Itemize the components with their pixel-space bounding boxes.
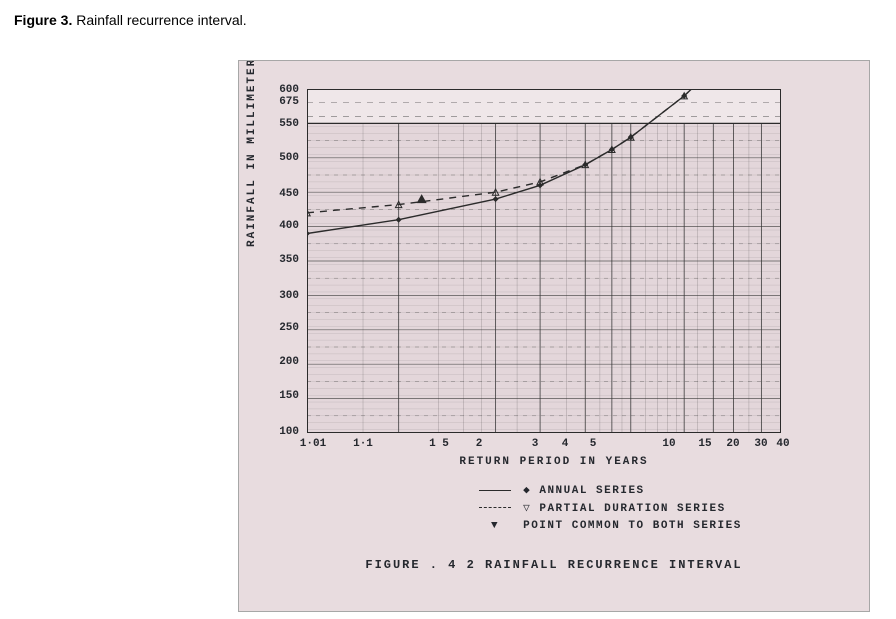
y-tick-550: 550: [259, 119, 299, 130]
x-tick-4: 4: [562, 439, 569, 450]
x-tick-10: 10: [662, 439, 675, 450]
plot-frame: [307, 89, 781, 433]
x-tick-1-1: 1·1: [353, 439, 373, 450]
y-axis-title: RAINFALL IN MILLIMETER: [247, 60, 258, 247]
legend-annual-label: ANNUAL SERIES: [539, 485, 644, 497]
plot-area: [307, 89, 781, 433]
figure-internal-label: FIGURE . 4 2 RAINFALL RECURRENCE INTERVA…: [239, 557, 869, 574]
x-tick-3: 3: [532, 439, 539, 450]
y-tick-200: 200: [259, 357, 299, 368]
figure-caption-label: Figure 3.: [14, 12, 72, 28]
legend-common: ▼ POINT COMMON TO BOTH SERIES: [475, 518, 742, 536]
x-tick-30: 30: [754, 439, 767, 450]
chart-container: RAINFALL IN MILLIMETER 600 675 550 500 4…: [238, 60, 870, 612]
y-tick-675: 675: [259, 97, 299, 108]
legend-dash-line-icon: [475, 501, 515, 519]
y-tick-150: 150: [259, 391, 299, 402]
y-tick-500: 500: [259, 153, 299, 164]
legend-partial: ▽ PARTIAL DURATION SERIES: [475, 501, 742, 519]
x-tick-20: 20: [726, 439, 739, 450]
x-tick-5: 5: [590, 439, 597, 450]
x-tick-1-01: 1·01: [300, 439, 326, 450]
y-tick-400: 400: [259, 221, 299, 232]
legend-open-triangle-icon: ▽: [523, 503, 539, 515]
chart-legend: ◆ ANNUAL SERIES ▽ PARTIAL DURATION SERIE…: [475, 483, 742, 536]
legend-solid-triangle-icon: ▼: [475, 518, 515, 536]
y-tick-600: 600: [259, 85, 299, 96]
x-axis-title: RETURN PERIOD IN YEARS: [239, 457, 869, 468]
legend-diamond-icon: ◆: [523, 485, 539, 497]
x-tick-40: 40: [776, 439, 789, 450]
x-tick-15: 15: [698, 439, 711, 450]
legend-partial-label: PARTIAL DURATION SERIES: [539, 503, 725, 515]
y-tick-450: 450: [259, 189, 299, 200]
y-tick-250: 250: [259, 323, 299, 334]
y-tick-350: 350: [259, 255, 299, 266]
figure-caption-text: Rainfall recurrence interval.: [76, 12, 246, 28]
legend-common-label: POINT COMMON TO BOTH SERIES: [523, 520, 742, 532]
y-tick-100: 100: [259, 427, 299, 438]
figure-caption: Figure 3. Rainfall recurrence interval.: [14, 12, 247, 28]
y-tick-300: 300: [259, 291, 299, 302]
x-tick-2: 2: [476, 439, 483, 450]
x-tick-1-5: 1 5: [429, 439, 449, 450]
legend-annual: ◆ ANNUAL SERIES: [475, 483, 742, 501]
legend-solid-line-icon: [475, 483, 515, 501]
